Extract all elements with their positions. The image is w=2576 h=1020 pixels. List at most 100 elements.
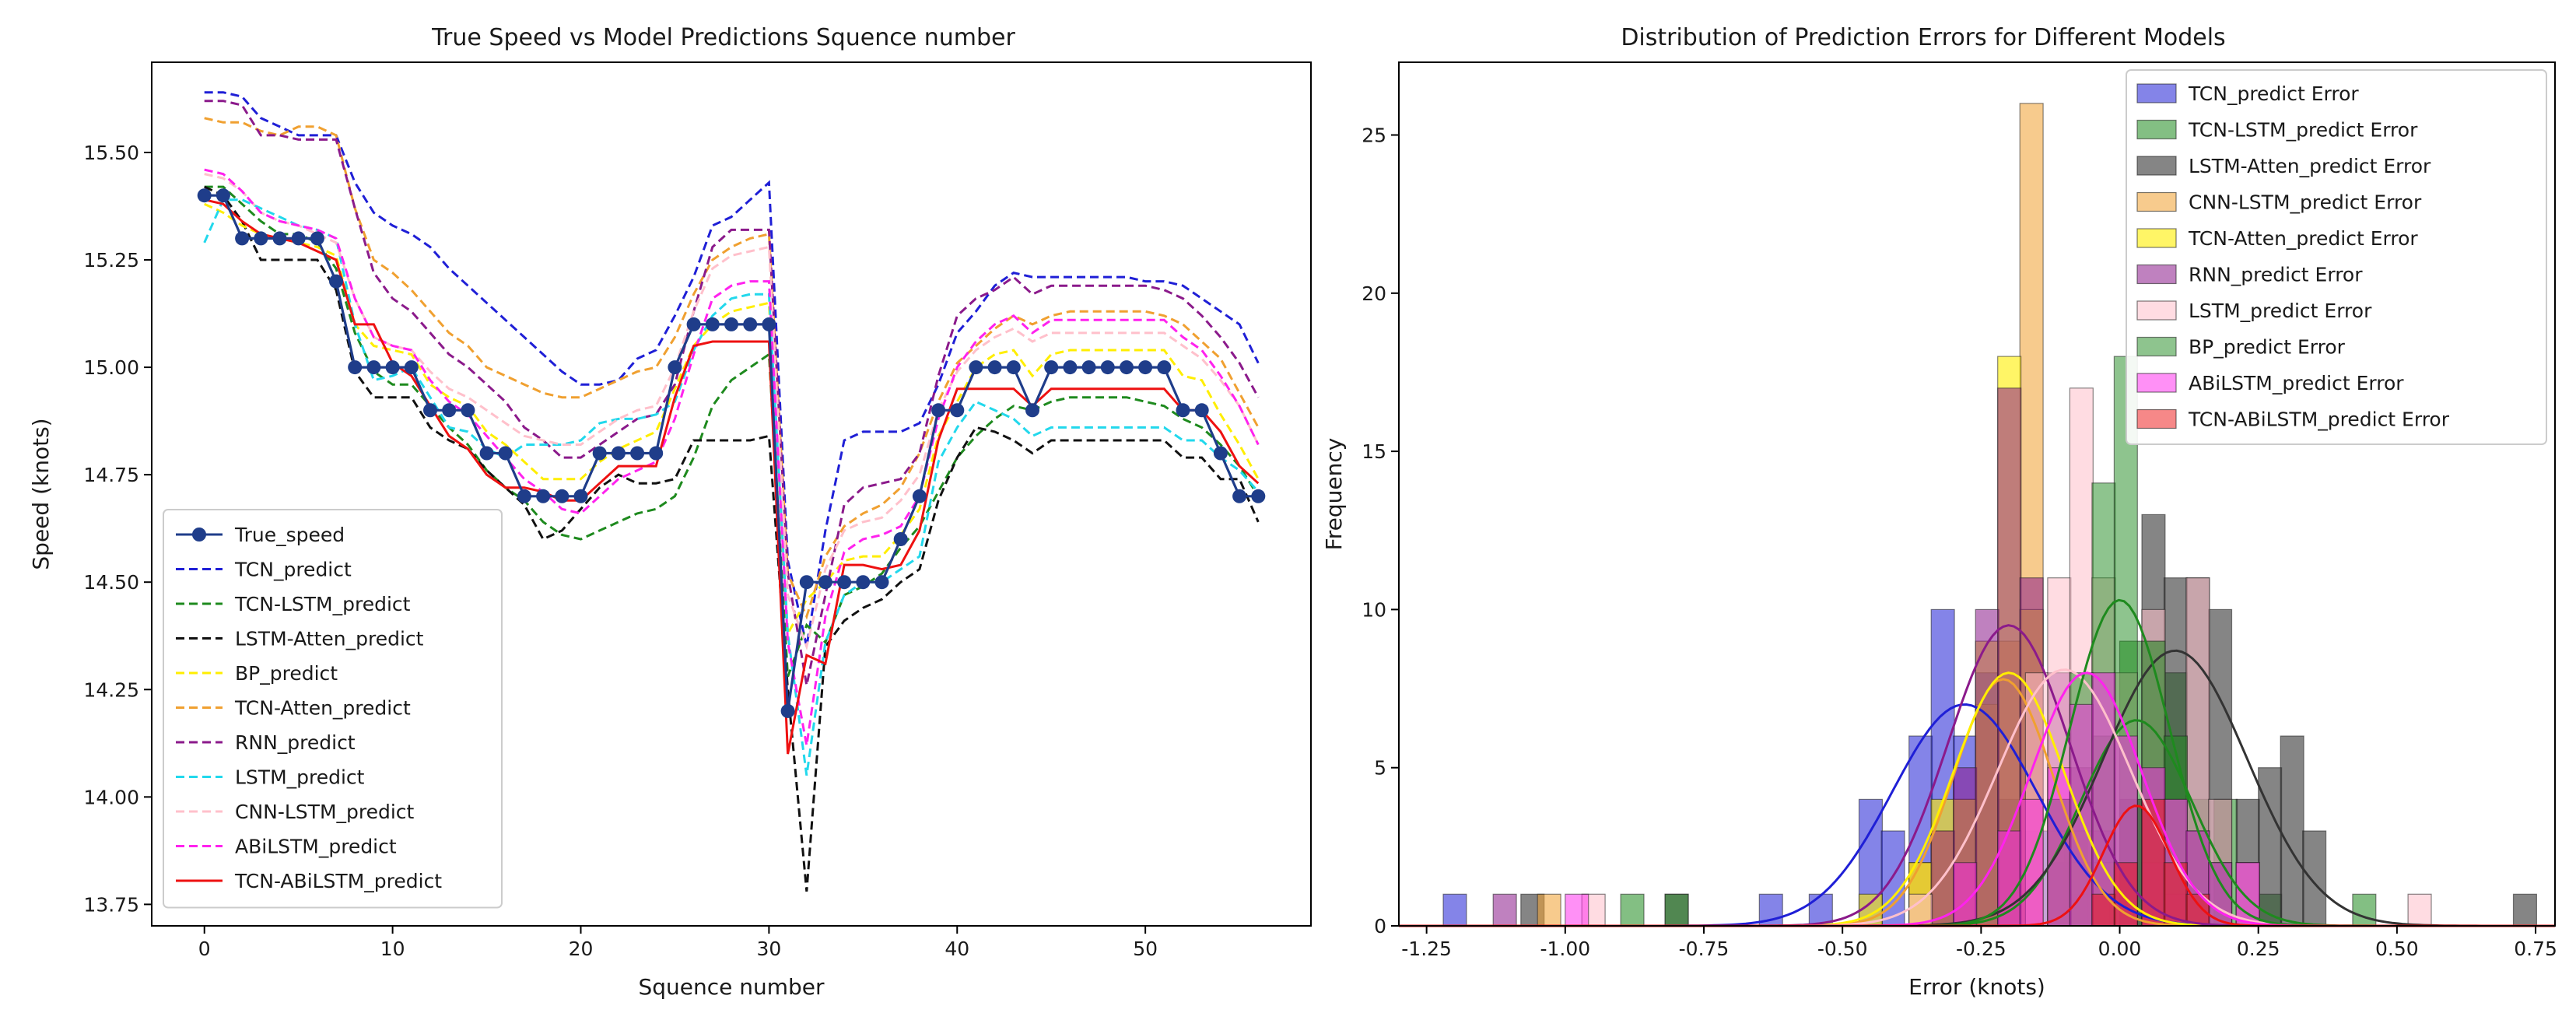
- y-tick-label: 5: [1374, 757, 1386, 780]
- marker-true-speed: [536, 489, 551, 503]
- right-y-axis: 0 5 10 15 20 25: [1362, 124, 1399, 938]
- hist-bar: [2512, 893, 2537, 927]
- line-lstm-predict: [203, 198, 1260, 776]
- y-tick-label: 14.50: [83, 571, 139, 594]
- legend-label: TCN-ABiLSTM_predict Error: [2188, 408, 2450, 431]
- marker-true-speed: [743, 317, 758, 331]
- marker-true-speed: [310, 231, 324, 246]
- x-tick-label: 30: [756, 938, 781, 960]
- left-chart-title: True Speed vs Model Predictions Squence …: [431, 24, 1015, 51]
- line-tcn-lstm-predict: [204, 185, 1260, 678]
- marker-true-speed: [272, 231, 287, 246]
- x-tick-label: 0.75: [2514, 938, 2557, 960]
- marker-true-speed: [950, 403, 965, 418]
- x-tick-label: -1.25: [1401, 938, 1452, 960]
- marker-true-speed: [555, 489, 570, 503]
- marker-true-speed: [291, 231, 306, 246]
- marker-true-speed: [856, 575, 871, 590]
- left-x-axis: 0 10 20 30 40 50: [198, 926, 1158, 960]
- y-tick-label: 15: [1362, 440, 1386, 463]
- line-tcn-abilstm-predict: [204, 198, 1260, 755]
- legend-swatch: [2136, 228, 2177, 248]
- marker-true-speed: [254, 231, 268, 246]
- y-tick-label: 14.75: [83, 464, 139, 486]
- marker-true-speed: [1213, 446, 1228, 461]
- legend-label: True_speed: [234, 524, 345, 546]
- right-plot-area: [1399, 103, 2555, 927]
- hist-bar: [2113, 862, 2138, 927]
- y-tick-label: 0: [1374, 915, 1386, 938]
- legend-label: ABiLSTM_predict: [235, 836, 397, 858]
- marker-true-speed: [216, 188, 230, 203]
- marker-true-speed: [630, 446, 645, 461]
- marker-true-speed: [1176, 403, 1190, 418]
- left-y-axis-label: Speed (knots): [28, 418, 54, 570]
- x-tick-label: 0.25: [2237, 938, 2280, 960]
- hist-bar: [1537, 893, 1561, 927]
- legend-label: TCN-Atten_predict: [234, 697, 411, 720]
- left-y-axis: 13.75 14.00 14.25 14.50 14.75 15.00 15.25 15.50: [83, 142, 152, 916]
- x-tick-label: -0.50: [1817, 938, 1868, 960]
- marker-true-speed: [649, 446, 664, 461]
- legend-label: BP_predict: [235, 662, 338, 685]
- x-tick-label: -0.25: [1956, 938, 2006, 960]
- line-rnn-predict: [204, 100, 1260, 686]
- legend-label: CNN-LSTM_predict: [235, 801, 415, 823]
- marker-true-speed: [705, 317, 720, 331]
- legend-label: RNN_predict Error: [2189, 264, 2363, 286]
- marker-true-speed: [686, 317, 701, 331]
- marker-true-speed: [235, 231, 250, 246]
- legend-label: LSTM-Atten_predict Error: [2189, 155, 2431, 177]
- marker-true-speed: [1044, 360, 1059, 375]
- right-legend-box: [2126, 69, 2547, 445]
- y-tick-label: 14.00: [83, 786, 139, 808]
- y-tick-label: 20: [1362, 282, 1386, 305]
- right-axes-frame: [1398, 61, 2556, 927]
- marker-true-speed: [762, 317, 776, 331]
- hist-bar: [2302, 830, 2327, 927]
- left-plot-area: [197, 91, 1266, 892]
- legend-swatch: [2136, 300, 2177, 321]
- legend-label: TCN-ABiLSTM_predict: [234, 870, 442, 892]
- marker-true-speed: [517, 489, 531, 503]
- line-cnn-lstm-predict: [204, 173, 1260, 651]
- left-legend: True_speed TCN_predict TCN-LSTM_predict LST…: [163, 509, 503, 909]
- marker-true-speed: [1194, 403, 1209, 418]
- legend-swatch: [2136, 336, 2177, 357]
- legend-label: LSTM_predict: [235, 766, 365, 789]
- marker-true-speed: [461, 403, 475, 418]
- marker-true-speed: [1120, 360, 1134, 375]
- marker-true-speed: [799, 575, 814, 590]
- marker-true-speed: [874, 575, 889, 590]
- marker-true-speed: [780, 703, 795, 718]
- marker-true-speed: [366, 360, 381, 375]
- legend-label: ABiLSTM_predict Error: [2189, 372, 2404, 394]
- legend-swatch: [2136, 119, 2177, 140]
- hist-bar: [2019, 798, 2044, 927]
- hist-bar: [2352, 893, 2377, 927]
- line-abilstm-predict: [204, 168, 1260, 746]
- x-tick-label: 0: [198, 938, 211, 960]
- marker-true-speed: [1063, 360, 1078, 375]
- speed-line-chart: True Speed vs Model Predictions Squence …: [28, 24, 1312, 1000]
- legend-label: LSTM-Atten_predict: [235, 628, 424, 650]
- marker-true-speed: [1138, 360, 1153, 375]
- marker-true-speed: [197, 188, 212, 203]
- marker-true-speed: [329, 274, 343, 289]
- line-tcn-atten-predict: [204, 117, 1260, 620]
- marker-true-speed: [724, 317, 738, 331]
- x-tick-label: 50: [1133, 938, 1158, 960]
- line-tcn-predict: [204, 91, 1260, 647]
- left-legend-box: [163, 509, 503, 909]
- legend-label: TCN-Atten_predict Error: [2188, 227, 2418, 250]
- hist-bar: [1565, 893, 1589, 927]
- x-tick-label: 0.50: [2375, 938, 2419, 960]
- hist-bar: [1664, 893, 1689, 927]
- legend-label: TCN_predict Error: [2188, 82, 2359, 105]
- marker-true-speed: [987, 360, 1002, 375]
- marker-true-speed: [893, 532, 908, 546]
- right-y-axis-label: Frequency: [1321, 438, 1347, 551]
- legend-label: LSTM_predict Error: [2189, 300, 2372, 322]
- marker-true-speed: [611, 446, 626, 461]
- legend-swatch: [2136, 191, 2177, 212]
